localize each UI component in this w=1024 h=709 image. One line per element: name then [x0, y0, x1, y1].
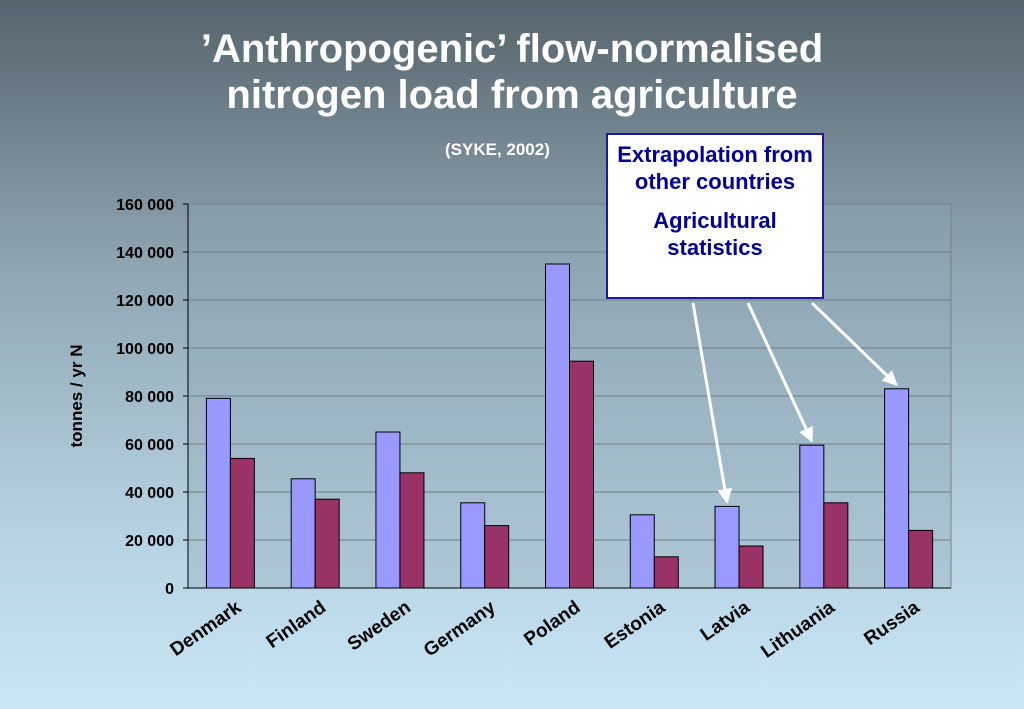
- bar: [460, 502, 486, 589]
- x-category-label: Poland: [520, 597, 584, 651]
- title-line-2: nitrogen load from agriculture: [226, 73, 798, 117]
- bar: [908, 529, 934, 589]
- bar: [738, 545, 764, 589]
- y-axis-label: tonnes / yr N: [67, 345, 86, 448]
- bar: [569, 360, 594, 589]
- bar: [629, 514, 655, 589]
- bar: [205, 397, 231, 589]
- y-tick-label: 140 000: [116, 245, 174, 262]
- bar: [290, 478, 316, 589]
- y-tick-label: 0: [165, 581, 174, 598]
- y-tick-label: 40 000: [125, 485, 174, 502]
- x-category-label: Russia: [860, 597, 923, 650]
- bar: [229, 457, 255, 589]
- bar: [399, 472, 425, 589]
- y-tick-label: 60 000: [125, 437, 174, 454]
- callout-arrow: [746, 302, 814, 443]
- x-category-label: Denmark: [167, 597, 246, 661]
- x-category-label: Finland: [263, 597, 330, 653]
- bar: [714, 505, 740, 589]
- bar: [375, 431, 401, 589]
- x-category-label: Lithuania: [757, 597, 839, 663]
- x-category-label: Sweden: [344, 597, 415, 655]
- bar: [545, 263, 570, 589]
- bar: [314, 498, 340, 589]
- y-tick-label: 100 000: [116, 341, 174, 358]
- bar: [823, 502, 849, 589]
- bar: [884, 388, 910, 589]
- callout-agricultural-statistics: Agricultural statistics: [653, 208, 777, 260]
- callout-box: Extrapolation from other countries Agric…: [606, 133, 824, 299]
- subtitle: (SYKE, 2002): [445, 140, 550, 159]
- x-category-label: Latvia: [697, 597, 754, 646]
- slide-title: ’Anthropogenic’ flow-normalised nitrogen…: [0, 26, 1024, 118]
- title-line-1: ’Anthropogenic’ flow-normalised: [200, 27, 824, 71]
- callout-extrapolation: Extrapolation from other countries: [617, 142, 813, 194]
- x-category-label: Germany: [420, 597, 500, 662]
- y-tick-label: 80 000: [125, 389, 174, 406]
- x-category-label: Estonia: [601, 597, 670, 654]
- callout-arrow: [810, 301, 898, 386]
- bar: [484, 525, 510, 589]
- bar: [799, 444, 825, 589]
- callout-arrow: [691, 302, 733, 504]
- y-tick-label: 160 000: [116, 197, 174, 214]
- y-tick-label: 120 000: [116, 293, 174, 310]
- bar: [653, 556, 679, 589]
- y-tick-label: 20 000: [125, 533, 174, 550]
